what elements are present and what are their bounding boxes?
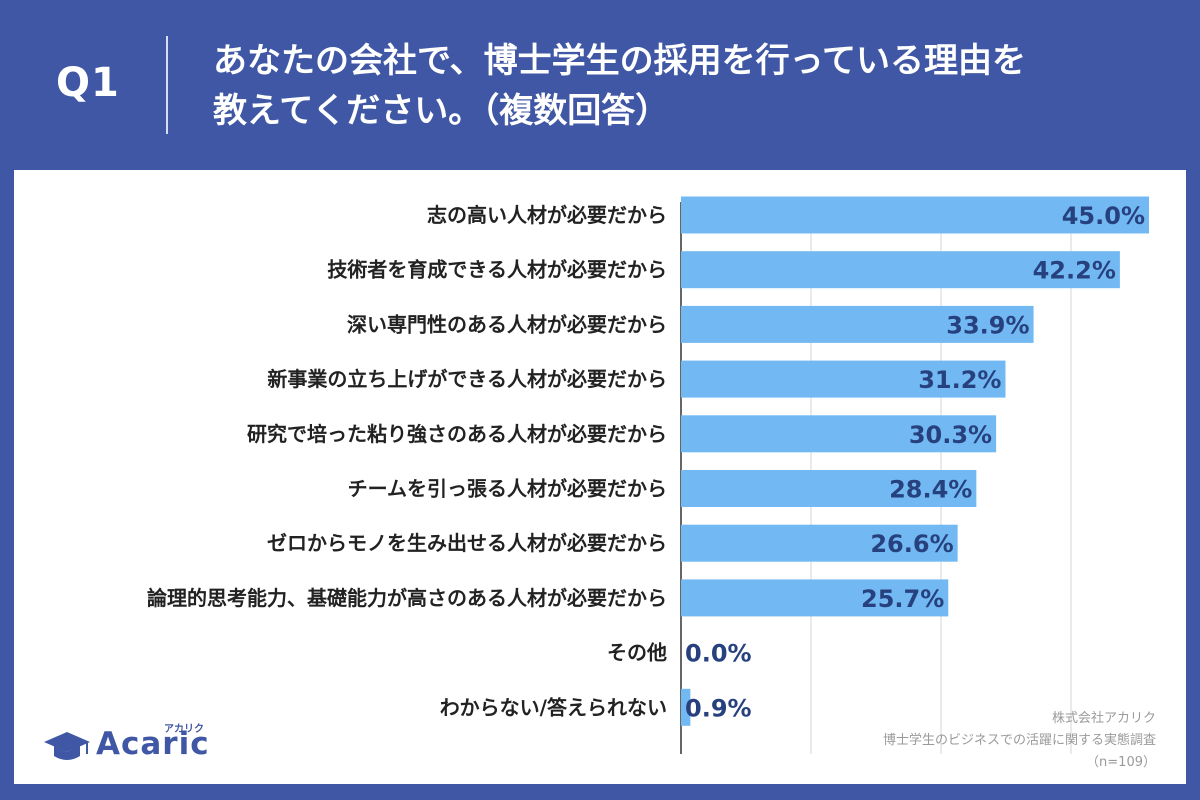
- category-label-7: ゼロからモノを生み出せる人材が必要だから: [267, 531, 667, 555]
- acaric-logo: Acaric アカリク: [42, 722, 222, 772]
- category-label-5: 研究で培った粘り強さのある人材が必要だから: [247, 422, 667, 446]
- bar-10: [681, 688, 691, 726]
- question-number: Q1: [56, 60, 120, 106]
- value-label-8: 25.7%: [861, 585, 944, 613]
- value-label-1: 45.0%: [1062, 202, 1145, 230]
- question-line-1: あなたの会社で、博士学生の採用を行っている理由を: [213, 41, 1026, 81]
- category-label-3: 深い専門性のある人材が必要だから: [347, 312, 667, 336]
- logo-text: Acaric: [96, 726, 210, 762]
- source-note: 株式会社アカリク 博士学生のビジネスでの活躍に関する実態調査 （n=109）: [883, 708, 1156, 774]
- logo-kana: アカリク: [164, 724, 204, 735]
- source-sample: （n=109）: [1086, 755, 1156, 770]
- bar-4: [681, 360, 1006, 398]
- question-line-2: 教えてください。（複数回答）: [213, 91, 670, 131]
- value-label-9: 0.0%: [685, 640, 752, 668]
- value-label-10: 0.9%: [685, 694, 752, 722]
- value-label-7: 26.6%: [870, 530, 953, 558]
- graduation-cap-icon: [44, 732, 90, 760]
- category-label-6: チームを引っ張る人材が必要だから: [348, 477, 667, 501]
- bar-chart: 志の高い人材が必要だから 45.0% 技術者を育成できる人材が必要だから 42.2% 深…: [147, 196, 1149, 754]
- bar-2: [681, 251, 1120, 289]
- category-label-10: わからない/答えられない: [440, 695, 667, 719]
- source-company: 株式会社アカリク: [1051, 711, 1156, 726]
- value-label-2: 42.2%: [1033, 257, 1116, 285]
- category-label-2: 技術者を育成できる人材が必要だから: [327, 258, 667, 282]
- category-label-8: 論理的思考能力、基礎能力が高さのある人材が必要だから: [147, 586, 667, 610]
- bar-7: [681, 524, 958, 562]
- source-survey: 博士学生のビジネスでの活躍に関する実態調査: [882, 733, 1156, 748]
- value-label-6: 28.4%: [889, 476, 972, 504]
- bar-1: [681, 196, 1149, 234]
- category-label-9: その他: [607, 641, 667, 665]
- chart-panel: 志の高い人材が必要だから 45.0% 技術者を育成できる人材が必要だから 42.2% 深…: [14, 170, 1186, 784]
- header: Q1 あなたの会社で、博士学生の採用を行っている理由を 教えてください。（複数回…: [0, 0, 1200, 170]
- header-divider: [166, 36, 168, 134]
- category-label-4: 新事業の立ち上げができる人材が必要だから: [267, 367, 667, 391]
- bar-3: [681, 305, 1034, 343]
- value-label-5: 30.3%: [909, 421, 992, 449]
- value-label-3: 33.9%: [946, 311, 1029, 339]
- question-title: あなたの会社で、博士学生の採用を行っている理由を 教えてください。（複数回答）: [213, 36, 1173, 136]
- bar-8: [681, 579, 949, 617]
- bar-6: [681, 470, 977, 507]
- value-label-4: 31.2%: [918, 366, 1001, 394]
- bar-5: [681, 415, 997, 453]
- category-label-1: 志の高い人材が必要だから: [427, 203, 667, 227]
